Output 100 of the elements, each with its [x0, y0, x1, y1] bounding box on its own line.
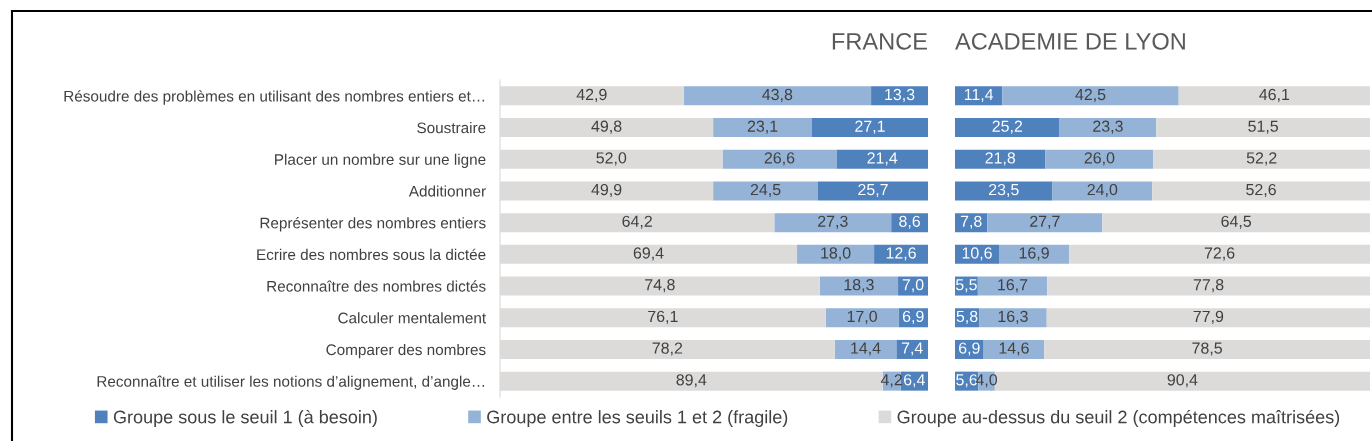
data-label: 16,3	[998, 310, 1028, 324]
data-label: 77,9	[1193, 310, 1224, 324]
bar	[1047, 276, 1370, 296]
legend-label: Groupe entre les seuils 1 et 2 (fragile)	[487, 410, 788, 427]
bar	[1178, 86, 1370, 106]
bar	[713, 181, 818, 201]
data-label: 78,5	[1192, 342, 1222, 356]
bar	[1002, 86, 1179, 106]
data-label: 23,1	[747, 120, 778, 134]
bar	[713, 118, 813, 138]
data-label: 23,5	[989, 183, 1019, 198]
data-label: 14,6	[999, 342, 1029, 356]
data-label: 18,3	[844, 279, 874, 293]
data-label: 5,6	[956, 374, 978, 388]
data-label: 90,4	[1167, 374, 1198, 388]
data-label: 42,5	[1075, 88, 1106, 103]
data-label: 6,9	[902, 310, 924, 324]
y-tick-label: Calculer mentalement	[338, 312, 487, 324]
bar	[836, 149, 928, 169]
data-label: 7,8	[960, 215, 982, 229]
data-label: 52,2	[1246, 152, 1277, 166]
bar	[998, 244, 1070, 264]
bar	[1044, 339, 1370, 359]
data-label: 14,4	[851, 342, 881, 356]
data-label: 69,4	[633, 247, 664, 261]
data-label: 74,8	[645, 279, 675, 293]
bar	[1046, 308, 1370, 328]
data-label: 72,6	[1204, 247, 1235, 261]
bar	[722, 149, 837, 169]
data-label: 46,1	[1259, 88, 1290, 103]
bar	[955, 149, 1046, 169]
bar	[874, 244, 928, 264]
bar	[1102, 213, 1370, 233]
data-label: 6,4	[904, 374, 925, 388]
data-label: 4,0	[975, 374, 998, 388]
data-label: 25,2	[992, 120, 1023, 134]
data-label: 49,8	[591, 120, 622, 134]
data-label: 52,6	[1246, 183, 1276, 198]
bar	[977, 276, 1048, 296]
y-tick-label: Représenter des nombres entiers	[260, 217, 486, 232]
data-label: 78,2	[652, 342, 683, 356]
y-tick-label: Ecrire des nombres sous la dictée	[257, 248, 486, 261]
bar	[825, 308, 899, 328]
data-label: 24,0	[1087, 183, 1118, 198]
data-label: 5,5	[955, 279, 977, 293]
data-label: 10,6	[962, 247, 992, 261]
data-label: 7,4	[901, 342, 923, 356]
data-label: 25,7	[858, 183, 888, 198]
data-label: 8,6	[899, 215, 920, 229]
data-label: 16,7	[998, 279, 1028, 293]
bar	[683, 86, 872, 106]
bar	[812, 118, 928, 138]
data-label: 52,0	[596, 152, 627, 166]
data-label: 13,3	[885, 88, 915, 103]
y-tick-label: Soustraire	[417, 122, 486, 134]
chart-title: ACADEMIE DE LYON	[955, 32, 1185, 50]
y-tick-label: Résoudre des problèmes en utilisant des nombres entiers et…	[64, 90, 485, 105]
bar	[834, 339, 897, 359]
bar	[1052, 181, 1153, 201]
legend-label: Groupe sous le seuil 1 (à besoin)	[113, 409, 377, 427]
chart-title: FRANCE	[832, 32, 927, 50]
data-label: 76,1	[648, 310, 678, 324]
data-label: 11,4	[964, 88, 994, 103]
data-label: 24,5	[750, 183, 781, 198]
data-label: 77,8	[1193, 279, 1224, 293]
bar	[871, 86, 928, 106]
bar	[955, 181, 1053, 201]
data-label: 26,6	[764, 152, 795, 166]
bar	[983, 339, 1045, 359]
y-tick-label: Reconnaître des nombres dictés	[267, 280, 486, 292]
data-label: 51,5	[1248, 120, 1279, 134]
data-label: 26,0	[1084, 152, 1115, 166]
data-label: 4,2	[880, 374, 902, 388]
y-tick-label: Comparer des nombres	[326, 343, 486, 359]
data-label: 89,4	[676, 374, 707, 388]
data-label: 5,8	[956, 310, 978, 324]
data-label: 17,0	[847, 310, 878, 324]
y-tick-label: Placer un nombre sur une ligne	[275, 153, 486, 168]
bar	[1069, 244, 1370, 264]
data-label: 27,1	[855, 120, 885, 134]
bar	[818, 181, 928, 201]
data-label: 23,3	[1093, 120, 1123, 134]
legend-label: Groupe au-dessus du seuil 2 (compétences maîtrisées)	[897, 409, 1340, 427]
y-tick-label: Reconnaître et utiliser les notions d’alignement, d’angle…	[97, 375, 485, 390]
bar	[896, 339, 928, 359]
data-label: 49,9	[591, 183, 622, 198]
y-tick-label: Additionner	[408, 185, 486, 197]
data-label: 42,9	[576, 88, 607, 103]
bar	[1153, 149, 1370, 169]
data-label: 18,0	[821, 247, 851, 261]
bar	[819, 276, 899, 296]
data-label: 64,2	[622, 215, 652, 229]
bar	[1045, 149, 1154, 169]
bar	[797, 244, 875, 264]
data-label: 21,8	[985, 152, 1016, 166]
bar	[955, 118, 1060, 138]
data-label: 6,9	[959, 342, 980, 356]
data-label: 64,5	[1221, 215, 1252, 229]
data-label: 27,7	[1030, 215, 1060, 229]
data-label: 7,0	[902, 279, 924, 293]
